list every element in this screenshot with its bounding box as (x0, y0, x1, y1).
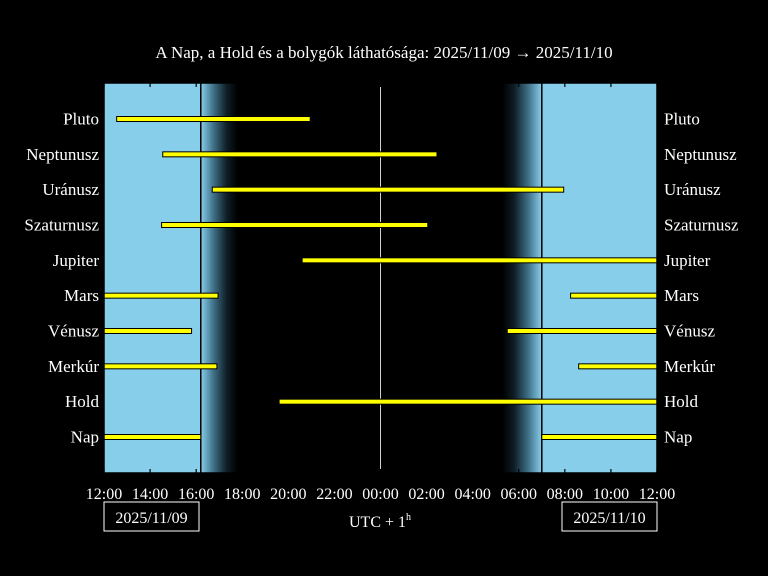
day-region-left (104, 83, 201, 473)
chart-title: A Nap, a Hold és a bolygók láthatósága: … (155, 43, 612, 62)
x-tick-label-9: 06:00 (501, 486, 537, 503)
bar-nap-2 (541, 434, 658, 440)
twilight-evening (200, 83, 238, 473)
bar-hold-1 (278, 398, 658, 405)
label-right-nap: Nap (664, 428, 692, 447)
bar-nap-1 (103, 434, 202, 440)
label-right-uranusz: Uránusz (664, 180, 721, 199)
bar-venusz-2 (506, 328, 658, 334)
label-left-merkur: Merkúr (48, 357, 99, 376)
x-axis-label-sup: h (406, 512, 411, 523)
label-right-hold: Hold (664, 392, 699, 411)
x-tick-label-1: 14:00 (132, 486, 168, 503)
x-axis-label: UTC + 1h (349, 512, 411, 531)
bar-neptunusz-1 (162, 151, 438, 158)
bar-mars-1 (103, 292, 219, 299)
bar-pluto-1 (116, 116, 311, 122)
x-tick-label-6: 00:00 (362, 486, 398, 503)
bar-uranusz-1 (211, 186, 565, 193)
x-tick-label-7: 02:00 (408, 486, 444, 503)
label-left-nap: Nap (71, 428, 99, 447)
x-tick-label-3: 18:00 (224, 486, 260, 503)
x-tick-label-12: 12:00 (639, 486, 675, 503)
label-right-szaturnusz: Szaturnusz (664, 216, 739, 235)
label-left-uranusz: Uránusz (42, 180, 99, 199)
x-tick-label-0: 12:00 (86, 486, 122, 503)
bar-merkur-2 (578, 363, 658, 370)
bar-szaturnusz-1 (161, 222, 429, 228)
label-left-hold: Hold (65, 392, 100, 411)
label-left-venusz: Vénusz (48, 322, 99, 341)
label-right-mars: Mars (664, 286, 699, 305)
label-left-szaturnusz: Szaturnusz (24, 216, 99, 235)
bar-merkur-1 (103, 363, 218, 370)
x-axis-label-main: UTC + 1 (349, 514, 406, 531)
label-right-pluto: Pluto (664, 110, 700, 129)
label-left-neptunusz: Neptunusz (26, 145, 99, 164)
label-left-mars: Mars (64, 286, 99, 305)
label-left-pluto: Pluto (63, 110, 99, 129)
label-right-jupiter: Jupiter (664, 251, 711, 270)
x-axis-ticks: 12:00 14:00 16:00 18:00 20:00 22:00 00:00 02:00… (86, 83, 675, 503)
x-tick-label-8: 04:00 (454, 486, 490, 503)
bar-jupiter-1 (301, 257, 658, 264)
bar-mars-2 (570, 292, 658, 299)
x-tick-label-5: 22:00 (316, 486, 352, 503)
y-labels-left: Pluto Neptunusz Uránusz Szaturnusz Jupiter Ma… (24, 110, 99, 447)
day-region-right (541, 83, 657, 473)
x-tick-label-11: 10:00 (593, 486, 629, 503)
x-tick-label-10: 08:00 (547, 486, 583, 503)
x-tick-label-2: 16:00 (178, 486, 214, 503)
date-label-left: 2025/11/09 (115, 510, 187, 527)
label-right-merkur: Merkúr (664, 357, 715, 376)
date-box-right: 2025/11/10 (561, 501, 658, 532)
twilight-morning (502, 83, 542, 473)
label-left-jupiter: Jupiter (53, 251, 100, 270)
date-box-left: 2025/11/09 (103, 501, 200, 532)
date-label-right: 2025/11/10 (573, 510, 645, 527)
y-labels-right: Pluto Neptunusz Uránusz Szaturnusz Jupiter Ma… (664, 110, 739, 447)
x-tick-label-4: 20:00 (270, 486, 306, 503)
visibility-bars (103, 116, 658, 440)
bar-venusz-1 (103, 328, 193, 334)
label-right-neptunusz: Neptunusz (664, 145, 737, 164)
label-right-venusz: Vénusz (664, 322, 715, 341)
